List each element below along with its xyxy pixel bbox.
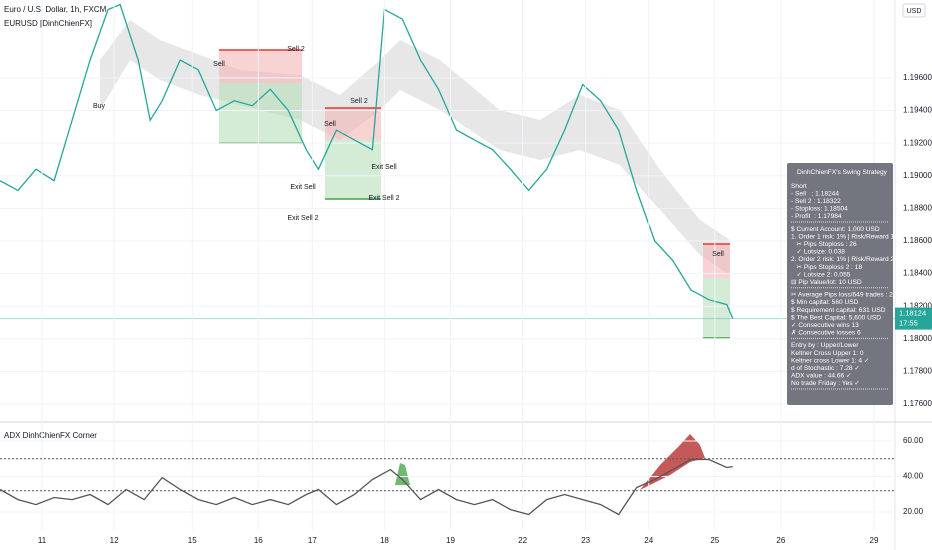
- info-line: $ Min capital: 560 USD: [791, 299, 859, 306]
- info-line: ✂ Average Pips loss/649 trades : 28: [791, 292, 897, 299]
- indicator-title: EURUSD [DinhChienFX]: [4, 19, 92, 28]
- x-tick-label: 19: [446, 536, 455, 545]
- signal-label: Sell 2: [350, 98, 368, 105]
- keltner-cloud: [100, 20, 730, 275]
- x-tick-label: 16: [254, 536, 263, 545]
- y-tick-label: 40.00: [903, 472, 924, 481]
- signal-label: Sell 2: [287, 46, 305, 53]
- symbol-title: Euro / U.S. Dollar, 1h, FXCM: [4, 5, 107, 14]
- info-line: ✓ Lotsize 2: 0.055: [791, 271, 851, 278]
- info-line: 2. Order 2 risk: 1% | Risk/Reward 2: 1: [791, 256, 902, 263]
- signal-label: Sell: [712, 251, 724, 258]
- info-line: $ Current Account: 1,000 USD: [791, 226, 880, 233]
- profit-zone: [219, 83, 302, 143]
- info-line: Keltner cross Lower 1: 4 ✓: [791, 357, 869, 364]
- y-tick-label: 1.17600: [903, 399, 932, 408]
- signal-label: Buy: [93, 103, 106, 110]
- info-line: Short: [791, 183, 807, 190]
- currency-badge[interactable]: [902, 3, 926, 18]
- info-line: ⊟ Pip Value/lot: 10 USD: [791, 279, 862, 286]
- signal-label: Exit Sell: [290, 184, 316, 191]
- price-tag-time: 17:55: [899, 319, 918, 328]
- x-tick-label: 25: [710, 536, 719, 545]
- y-tick-label: 1.18600: [903, 236, 932, 245]
- info-line: - Profit : 1.17984: [791, 213, 842, 220]
- info-box-bg: [787, 163, 893, 405]
- y-tick-label: 1.18400: [903, 269, 932, 278]
- info-line: ✂ Pips Stoploss 2 : 18: [791, 264, 862, 271]
- signal-label: Exit Sell 2: [368, 195, 399, 202]
- y-tick-label: 1.19000: [903, 171, 932, 180]
- info-line: $ The Best Capital: 5,600 USD: [791, 314, 881, 321]
- adx-fill: [640, 434, 705, 490]
- x-tick-label: 24: [644, 536, 653, 545]
- x-tick-label: 18: [380, 536, 389, 545]
- series-line: [0, 3, 734, 319]
- y-tick-label: 1.19600: [903, 73, 932, 82]
- info-line: 1. Order 1 risk: 1% | Risk/Reward 1: 1: [791, 233, 902, 240]
- info-line: d of Stochastic : 7.28 ✓: [791, 365, 860, 372]
- signal-label: Exit Sell: [371, 164, 397, 171]
- info-line: $ Requirement capital: 631 USD: [791, 307, 886, 314]
- x-tick-label: 11: [38, 536, 47, 545]
- info-line: Keltner Cross Upper 1: 0: [791, 350, 864, 357]
- y-tick-label: 1.19200: [903, 138, 932, 147]
- signal-label: Sell: [324, 121, 336, 128]
- info-line: ✓ Lotsize: 0.038: [791, 249, 845, 256]
- y-tick-label: 1.17800: [903, 367, 932, 376]
- info-line: ✓ Consecutive wins 13: [791, 322, 859, 329]
- x-tick-label: 15: [188, 536, 197, 545]
- adx-title: ADX DinhChienFX Corner: [4, 431, 97, 440]
- price-tag-value: 1.18124: [899, 309, 926, 318]
- info-box-title: DinhChienFX's Swing Strategy: [797, 169, 888, 176]
- info-line: - Stoploss: 1.18504: [791, 206, 848, 213]
- y-tick-label: 1.19400: [903, 106, 932, 115]
- y-tick-label: 20.00: [903, 507, 924, 516]
- price-tag: [895, 307, 932, 330]
- x-tick-label: 22: [518, 536, 527, 545]
- info-line: ✗ Consecutive losses 6: [791, 329, 861, 337]
- info-line: - Sell 2 : 1.18322: [791, 198, 841, 205]
- info-line: Entry by : Upper/Lower: [791, 342, 859, 349]
- series-line: [0, 458, 733, 516]
- stop-zone: [703, 244, 730, 278]
- y-tick-label: 1.18200: [903, 301, 932, 310]
- x-tick-label: 26: [776, 536, 785, 545]
- profit-zone: [703, 278, 730, 338]
- x-tick-label: 29: [870, 536, 879, 545]
- y-tick-label: 1.18800: [903, 203, 932, 212]
- info-line: ✂ Pips Stoploss : 26: [791, 241, 857, 248]
- x-tick-label: 12: [110, 536, 119, 545]
- signal-label: Exit Sell 2: [287, 215, 318, 222]
- info-line: - Sell : 1.18244: [791, 190, 839, 197]
- info-line: ADX value : 44.66 ✓: [791, 373, 852, 380]
- currency: USD: [907, 8, 922, 15]
- adx-fill: [395, 463, 410, 485]
- y-tick-label: 60.00: [903, 436, 924, 445]
- x-tick-label: 23: [581, 536, 590, 545]
- signal-label: Sell: [213, 61, 225, 68]
- y-tick-label: 1.18000: [903, 334, 932, 343]
- info-line: No trade Friday : Yes ✓: [791, 380, 860, 387]
- x-tick-label: 17: [308, 536, 317, 545]
